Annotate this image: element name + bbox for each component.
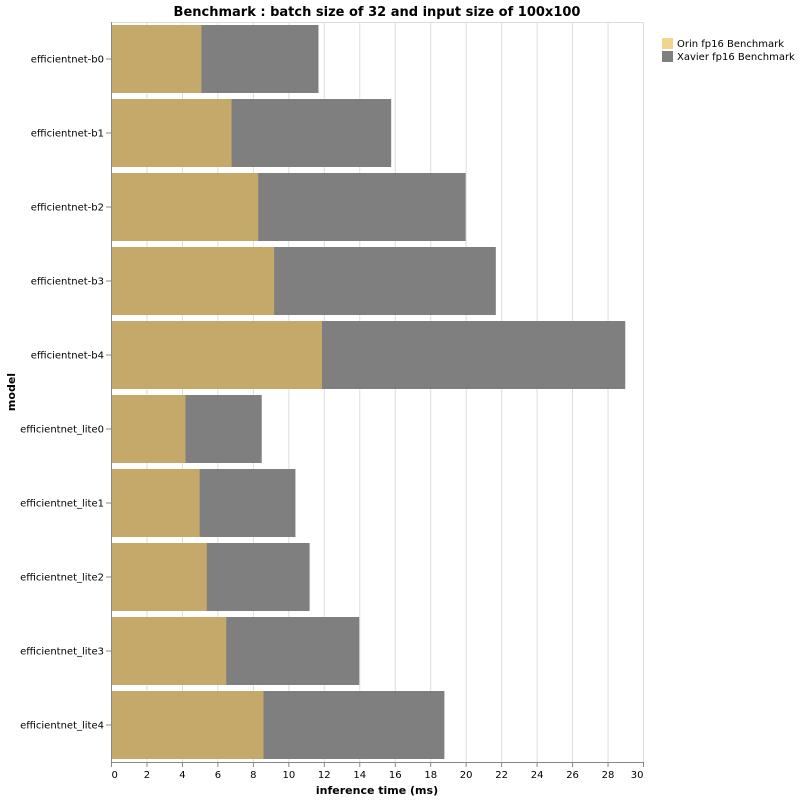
x-tick-label: 10 [282, 770, 295, 781]
bar-orin-efficientnet-b1 [111, 99, 232, 167]
x-tick-label: 4 [179, 770, 185, 781]
legend-label-0: Orin fp16 Benchmark [677, 39, 784, 50]
x-tick-label: 24 [531, 770, 544, 781]
legend: Orin fp16 Benchmark Xavier fp16 Benchmark [662, 38, 795, 63]
bar-orin-efficientnet-b4 [111, 321, 323, 389]
x-tick-label: 20 [460, 770, 473, 781]
y-tick-label-efficientnet_lite0: efficientnet_lite0 [20, 425, 104, 436]
chart-title: Benchmark : batch size of 32 and input s… [174, 5, 581, 20]
x-tick-label: 14 [353, 770, 366, 781]
y-tick-label-efficientnet_lite3: efficientnet_lite3 [20, 647, 104, 658]
y-tick-label-efficientnet-b1: efficientnet-b1 [31, 129, 104, 140]
y-tick-label-efficientnet-b0: efficientnet-b0 [31, 55, 104, 66]
x-tick-label: 30 [631, 770, 644, 781]
legend-swatch-0 [662, 38, 673, 49]
x-tick-label: 2 [144, 770, 150, 781]
bars-layer [111, 25, 626, 759]
bar-orin-efficientnet_lite3 [111, 617, 227, 685]
legend-swatch-1 [662, 51, 673, 62]
bar-orin-efficientnet_lite2 [111, 543, 207, 611]
x-tick-label: 22 [495, 770, 508, 781]
bar-orin-efficientnet-b2 [111, 173, 259, 241]
bar-orin-efficientnet_lite0 [111, 395, 186, 463]
bar-orin-efficientnet_lite4 [111, 691, 264, 759]
y-tick-label-efficientnet-b3: efficientnet-b3 [31, 277, 104, 288]
y-tick-label-efficientnet_lite1: efficientnet_lite1 [20, 499, 104, 510]
y-tick-label-efficientnet_lite2: efficientnet_lite2 [20, 573, 104, 584]
legend-label-1: Xavier fp16 Benchmark [677, 52, 795, 63]
y-tick-label-efficientnet-b4: efficientnet-b4 [31, 351, 104, 362]
y-tick-label-efficientnet_lite4: efficientnet_lite4 [20, 721, 104, 732]
x-tick-label: 8 [250, 770, 256, 781]
x-tick-label: 6 [215, 770, 221, 781]
axes-layer: 0 2 4 6 8 10 12 14 16 18 20 22 24 26 28 30efficientnet-… [20, 22, 644, 781]
x-axis-title: inference time (ms) [316, 784, 438, 797]
y-tick-label-efficientnet-b2: efficientnet-b2 [31, 203, 104, 214]
x-tick-label: 26 [566, 770, 579, 781]
bar-orin-efficientnet_lite1 [111, 469, 200, 537]
x-tick-label: 18 [424, 770, 437, 781]
x-tick-label: 12 [318, 770, 331, 781]
x-tick-label: 16 [389, 770, 402, 781]
x-tick-label: 28 [602, 770, 615, 781]
x-tick-label: 0 [112, 770, 118, 781]
bar-orin-efficientnet-b0 [111, 25, 202, 93]
bar-orin-efficientnet-b3 [111, 247, 275, 315]
y-axis-title: model [5, 373, 18, 411]
